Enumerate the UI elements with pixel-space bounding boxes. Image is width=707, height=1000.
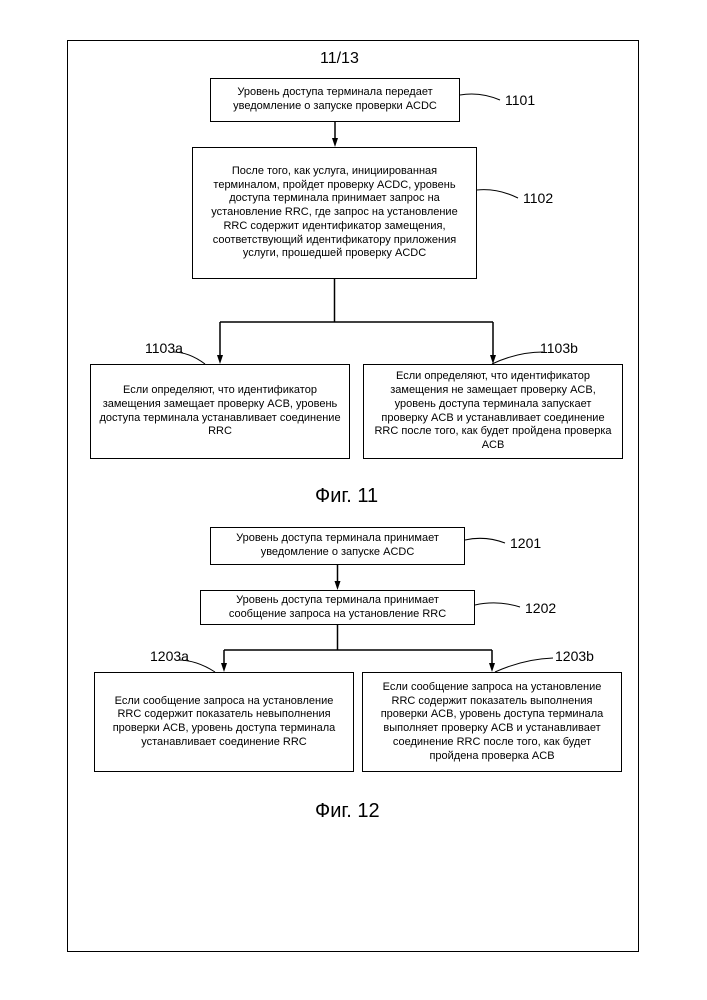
- step-1202-text: Уровень доступа терминала принимает сооб…: [209, 594, 466, 622]
- step-1103a-text: Если определяют, что идентификатор замещ…: [99, 384, 341, 439]
- label-1103a: 1103a: [145, 340, 183, 356]
- label-1203b: 1203b: [555, 648, 594, 664]
- step-1201-text: Уровень доступа терминала принимает увед…: [219, 532, 456, 560]
- label-1202: 1202: [525, 600, 556, 616]
- label-1103b: 1103b: [540, 340, 578, 356]
- step-1203b: Если сообщение запроса на установление R…: [362, 672, 622, 772]
- step-1203b-text: Если сообщение запроса на установление R…: [371, 681, 613, 764]
- figure-11-caption: Фиг. 11: [315, 485, 378, 508]
- step-1201: Уровень доступа терминала принимает увед…: [210, 527, 465, 565]
- figure-12-caption: Фиг. 12: [315, 800, 380, 823]
- step-1203a: Если сообщение запроса на установление R…: [94, 672, 354, 772]
- label-1201: 1201: [510, 535, 541, 551]
- page-number-text: 11/13: [320, 50, 359, 68]
- step-1101-text: Уровень доступа терминала передает уведо…: [219, 86, 451, 114]
- step-1103b-text: Если определяют, что идентификатор замещ…: [372, 370, 614, 453]
- step-1103b: Если определяют, что идентификатор замещ…: [363, 364, 623, 459]
- step-1202: Уровень доступа терминала принимает сооб…: [200, 590, 475, 625]
- page-root: 11/13 Уровень доступа терминала передает…: [0, 0, 707, 1000]
- label-1203a: 1203a: [150, 648, 189, 664]
- step-1102: После того, как услуга, инициированная т…: [192, 147, 477, 279]
- label-1101: 1101: [505, 92, 535, 108]
- step-1103a: Если определяют, что идентификатор замещ…: [90, 364, 350, 459]
- page-number: 11/13: [320, 50, 359, 68]
- step-1101: Уровень доступа терминала передает уведо…: [210, 78, 460, 122]
- label-1102: 1102: [523, 190, 553, 206]
- step-1203a-text: Если сообщение запроса на установление R…: [103, 695, 345, 750]
- step-1102-text: После того, как услуга, инициированная т…: [201, 165, 468, 261]
